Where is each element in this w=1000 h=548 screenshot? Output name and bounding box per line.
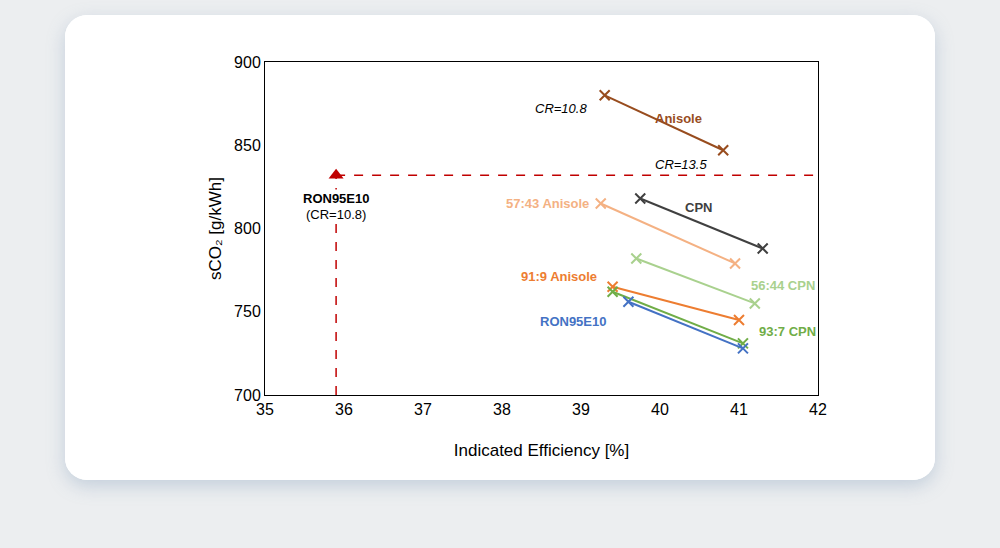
- svg-text:93:7 CPN: 93:7 CPN: [759, 324, 816, 339]
- svg-text:Indicated Efficiency [%]: Indicated Efficiency [%]: [454, 441, 629, 460]
- svg-text:sCO₂ [g/kWh]: sCO₂ [g/kWh]: [206, 177, 225, 280]
- svg-text:57:43 Anisole: 57:43 Anisole: [506, 196, 589, 211]
- svg-text:37: 37: [414, 401, 432, 418]
- svg-text:900: 900: [234, 54, 261, 71]
- svg-text:41: 41: [730, 401, 748, 418]
- svg-text:RON95E10: RON95E10: [540, 314, 606, 329]
- svg-text:RON95E10: RON95E10: [303, 191, 369, 206]
- svg-text:39: 39: [572, 401, 590, 418]
- svg-text:40: 40: [651, 401, 669, 418]
- svg-text:56:44 CPN: 56:44 CPN: [751, 278, 815, 293]
- svg-text:CR=10.8: CR=10.8: [535, 101, 587, 116]
- svg-text:Anisole: Anisole: [655, 111, 702, 126]
- svg-text:750: 750: [234, 303, 261, 320]
- svg-text:35: 35: [256, 401, 274, 418]
- svg-text:CR=13.5: CR=13.5: [655, 157, 707, 172]
- svg-text:(CR=10.8): (CR=10.8): [306, 207, 366, 222]
- svg-text:850: 850: [234, 137, 261, 154]
- svg-text:800: 800: [234, 220, 261, 237]
- svg-text:38: 38: [493, 401, 511, 418]
- svg-text:36: 36: [335, 401, 353, 418]
- svg-text:91:9 Anisole: 91:9 Anisole: [521, 269, 597, 284]
- svg-text:42: 42: [809, 401, 827, 418]
- svg-text:CPN: CPN: [685, 200, 712, 215]
- svg-text:700: 700: [234, 387, 261, 404]
